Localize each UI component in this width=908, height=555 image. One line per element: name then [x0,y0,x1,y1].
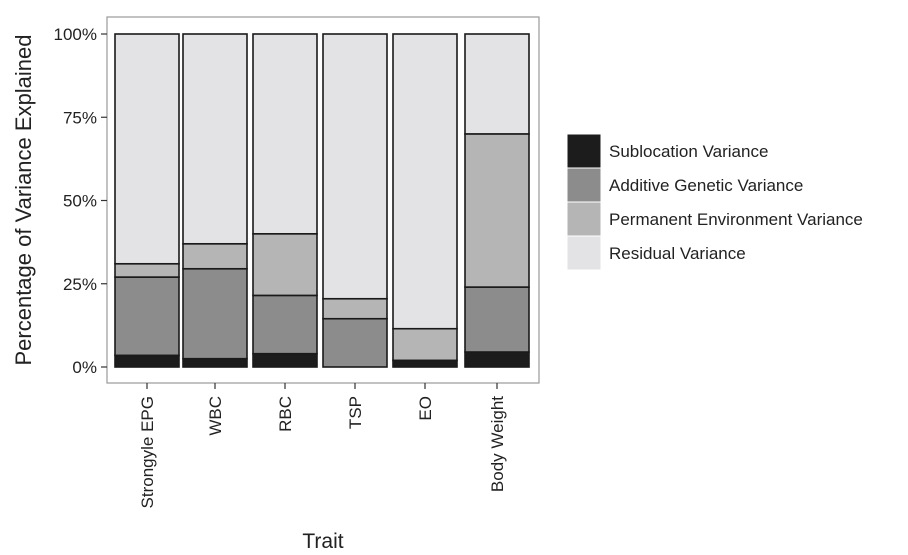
legend: Sublocation Variance Additive Genetic Var… [566,133,863,271]
x-tick-label: Body Weight [488,396,507,492]
x-tick-label: RBC [276,396,295,432]
y-tick-label: 75% [63,108,97,127]
bar-segment-2-2 [182,267,248,360]
bar-segment-3-3 [252,233,318,297]
bar-segment-3-1 [114,262,180,278]
bar-segment-4-1 [114,33,180,265]
bar-segment-4-4 [322,33,388,300]
x-tick-label: EO [416,396,435,421]
bars-group [114,33,530,368]
x-tick-label: WBC [206,396,225,436]
bar-segment-2-3 [252,294,318,355]
bar-segment-2-1 [114,276,180,357]
y-tick-label: 50% [63,192,97,211]
bar-segment-3-2 [182,242,248,270]
bar-segment-1-2 [182,357,248,368]
x-axis: Strongyle EPG WBC RBC TSP EO Body Weight [138,383,507,508]
legend-key-4 [566,235,602,271]
x-tick-label: TSP [346,396,365,429]
bar-segment-3-6 [464,133,530,288]
legend-label-4: Residual Variance [609,244,746,263]
bar-segment-3-4 [322,297,388,320]
x-tick-label: Strongyle EPG [138,396,157,508]
bar-segment-1-5 [392,359,458,368]
y-tick-label: 0% [72,358,97,377]
bar-segment-4-6 [464,33,530,135]
y-tick-label: 25% [63,275,97,294]
legend-key-3 [566,201,602,237]
bar-segment-4-3 [252,33,318,235]
legend-label-3: Permanent Environment Variance [609,210,863,229]
legend-label-1: Sublocation Variance [609,142,768,161]
bar-segment-1-3 [252,352,318,368]
legend-label-2: Additive Genetic Variance [609,176,803,195]
legend-key-2 [566,167,602,203]
bar-segment-2-6 [464,286,530,353]
bar-segment-1-1 [114,354,180,368]
bar-segment-4-2 [182,33,248,245]
y-axis: 0% 25% 50% 75% 100% [54,25,107,377]
bar-segment-1-6 [464,351,530,368]
y-tick-label: 100% [54,25,97,44]
bar-segment-4-5 [392,33,458,330]
y-axis-title: Percentage of Variance Explained [11,34,36,365]
bar-segment-3-5 [392,327,458,362]
legend-key-1 [566,133,602,169]
x-axis-title: Trait [302,530,343,553]
bar-segment-2-4 [322,317,388,368]
